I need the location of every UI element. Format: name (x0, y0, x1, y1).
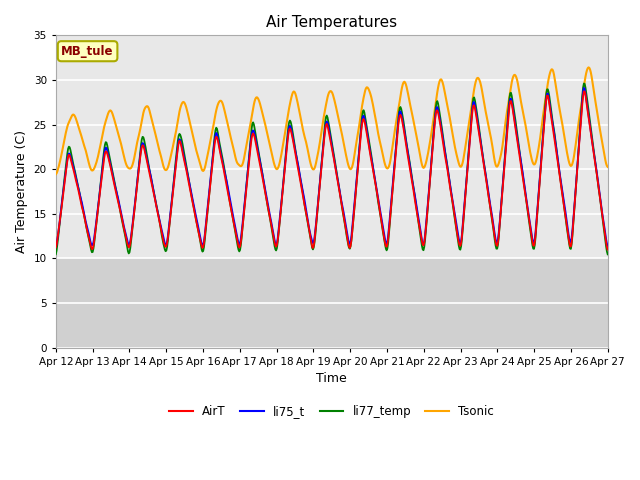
Text: MB_tule: MB_tule (61, 45, 114, 58)
Y-axis label: Air Temperature (C): Air Temperature (C) (15, 130, 28, 253)
Legend: AirT, li75_t, li77_temp, Tsonic: AirT, li75_t, li77_temp, Tsonic (164, 400, 499, 423)
Bar (56, 258, 608, 348)
X-axis label: Time: Time (316, 372, 347, 385)
Title: Air Temperatures: Air Temperatures (266, 15, 397, 30)
